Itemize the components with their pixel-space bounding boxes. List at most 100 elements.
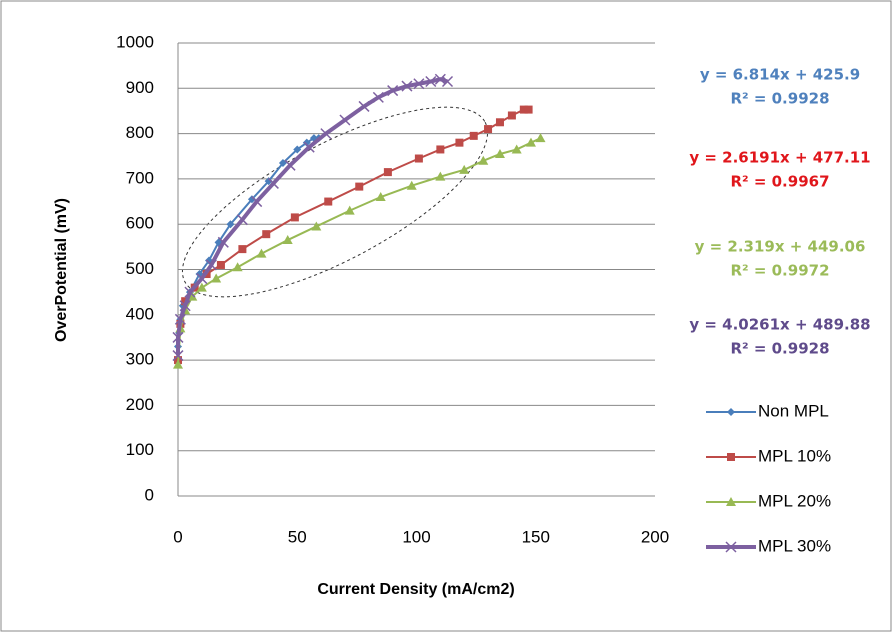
y-tick-label: 400 xyxy=(126,304,154,323)
marker xyxy=(211,273,222,283)
marker xyxy=(725,541,737,553)
marker xyxy=(172,331,184,343)
marker xyxy=(406,180,417,190)
marker xyxy=(267,177,279,189)
marker xyxy=(727,408,735,416)
marker xyxy=(184,286,196,298)
highlight-ellipse xyxy=(181,106,489,298)
x-tick-label: 200 xyxy=(641,527,669,546)
marker xyxy=(478,155,489,165)
marker xyxy=(525,137,536,147)
marker xyxy=(425,75,437,88)
marker xyxy=(519,105,528,114)
marker xyxy=(216,260,225,269)
x-tick-label: 0 xyxy=(173,527,182,546)
y-axis-label: OverPotential (mV) xyxy=(53,198,70,342)
marker xyxy=(217,236,229,248)
marker xyxy=(459,164,470,174)
legend-label: MPL 20% xyxy=(758,491,831,510)
marker xyxy=(226,220,235,229)
marker xyxy=(251,196,263,208)
marker xyxy=(435,171,446,181)
marker xyxy=(507,111,516,120)
marker xyxy=(256,248,267,258)
y-tick-label: 200 xyxy=(126,395,154,414)
y-tick-label: 300 xyxy=(126,350,154,369)
marker xyxy=(494,148,505,158)
marker xyxy=(302,138,311,147)
legend-label: MPL 30% xyxy=(758,536,831,555)
marker xyxy=(434,73,446,85)
marker xyxy=(173,359,183,369)
marker xyxy=(339,114,351,126)
y-tick-label: 700 xyxy=(126,168,154,187)
y-tick-label: 800 xyxy=(126,123,154,142)
y-tick-label: 0 xyxy=(145,485,154,504)
marker xyxy=(401,80,413,92)
marker xyxy=(290,213,299,222)
marker xyxy=(441,75,454,88)
equation: y = 6.814x + 425.9 xyxy=(700,66,860,84)
equation: y = 2.6191x + 477.11 xyxy=(689,149,870,167)
marker xyxy=(324,197,333,206)
marker xyxy=(413,78,425,90)
x-axis-label: Current Density (mA/cm2) xyxy=(317,581,514,598)
equation: R² = 0.9928 xyxy=(730,90,829,108)
legend-label: MPL 10% xyxy=(758,446,831,465)
marker xyxy=(535,133,546,143)
equation: R² = 0.9972 xyxy=(730,262,829,280)
equation: R² = 0.9928 xyxy=(730,340,829,358)
series xyxy=(172,73,454,362)
marker xyxy=(172,350,184,362)
marker xyxy=(372,91,384,103)
y-tick-label: 900 xyxy=(126,78,154,97)
marker xyxy=(196,273,208,285)
marker xyxy=(455,138,464,147)
y-tick-label: 100 xyxy=(126,440,154,459)
marker xyxy=(174,313,186,325)
marker xyxy=(179,300,191,312)
x-tick-label: 150 xyxy=(522,527,550,546)
y-tick-label: 500 xyxy=(126,259,154,278)
marker xyxy=(320,128,332,140)
marker xyxy=(484,125,493,134)
marker xyxy=(355,182,364,191)
marker xyxy=(247,195,256,204)
marker xyxy=(383,168,392,177)
marker xyxy=(414,154,423,163)
marker xyxy=(236,214,248,226)
marker xyxy=(726,497,736,506)
marker xyxy=(469,131,478,140)
marker xyxy=(284,159,296,171)
marker xyxy=(358,100,370,112)
marker xyxy=(495,118,504,127)
marker xyxy=(375,192,386,202)
equation: y = 4.0261x + 489.88 xyxy=(689,316,870,334)
marker xyxy=(344,205,355,215)
equation: R² = 0.9967 xyxy=(730,173,829,191)
marker xyxy=(293,145,302,154)
marker xyxy=(727,453,735,461)
marker xyxy=(387,85,399,97)
marker xyxy=(264,177,273,186)
marker xyxy=(524,105,533,114)
marker xyxy=(238,245,247,254)
marker xyxy=(436,145,445,154)
marker xyxy=(303,141,315,153)
marker xyxy=(282,235,293,245)
marker xyxy=(196,282,207,292)
y-tick-label: 1000 xyxy=(116,32,154,51)
marker xyxy=(262,230,271,239)
equation: y = 2.319x + 449.06 xyxy=(695,238,866,256)
x-tick-label: 100 xyxy=(402,527,430,546)
marker xyxy=(205,259,217,271)
x-tick-label: 50 xyxy=(288,527,307,546)
marker xyxy=(232,262,243,272)
y-tick-label: 600 xyxy=(126,214,154,233)
legend-label: Non MPL xyxy=(758,401,829,420)
marker xyxy=(511,144,522,154)
marker xyxy=(311,221,322,231)
